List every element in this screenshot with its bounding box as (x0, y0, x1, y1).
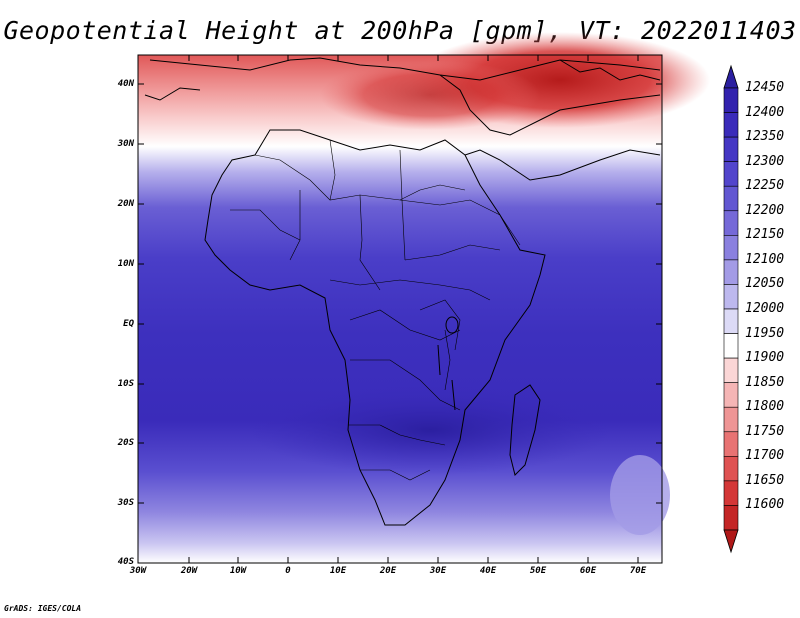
colorbar-label: 11700 (745, 448, 785, 464)
lat-label-40n: 40N (117, 79, 134, 89)
lon-label-20w: 20W (180, 566, 198, 576)
colorbar-label: 11900 (745, 350, 785, 366)
lat-label-eq: EQ (123, 319, 134, 329)
colorbar-segment (723, 357, 739, 383)
light-se-region (610, 455, 670, 535)
lon-ticks (188, 55, 639, 563)
colorbar-segment (723, 136, 739, 162)
colorbar-label: 11600 (745, 497, 785, 513)
colorbar-label: 12450 (745, 80, 785, 95)
colorbar-segment (723, 431, 739, 457)
colorbar-segment (723, 185, 739, 212)
colorbar-label: 11850 (745, 374, 785, 390)
lon-label-20e: 20E (379, 566, 397, 576)
colorbar-segment (723, 382, 739, 408)
colorbar-label: 11800 (745, 399, 785, 415)
high-med-region (320, 60, 540, 130)
lat-label-20n: 20N (117, 199, 134, 209)
colorbar-segment (723, 456, 739, 482)
coastlines (144, 57, 661, 526)
lat-label-30n: 30N (117, 139, 134, 149)
colorbar-label: 12200 (745, 202, 785, 218)
colorbar-label: 11750 (745, 423, 785, 439)
colorbar-segment (723, 333, 739, 359)
colorbar-label: 11650 (745, 472, 785, 488)
map-frame (137, 54, 663, 564)
field-background (138, 55, 662, 563)
colorbar-label: 12350 (745, 129, 785, 145)
lat-ticks (138, 83, 662, 504)
colorbar-label: 12250 (745, 178, 785, 194)
colorbar-segment (723, 235, 739, 261)
colorbar-segment (723, 161, 739, 187)
lon-label-70e: 70E (629, 566, 647, 576)
colorbar-segment (723, 308, 739, 334)
lon-label-30w: 30W (129, 566, 147, 576)
colorbar-segment (723, 112, 739, 138)
lat-label-40s: 40S (117, 557, 134, 567)
lon-label-60e: 60E (579, 566, 597, 576)
country-borders (230, 139, 521, 481)
colorbar-label: 11950 (745, 325, 785, 341)
colorbar-segment (723, 284, 739, 310)
lon-label-10w: 10W (229, 566, 247, 576)
chart-title: Geopotential Height at 200hPa [gpm], VT:… (3, 16, 797, 45)
colorbar-segment (723, 505, 739, 531)
lat-label-10n: 10N (117, 259, 134, 269)
colorbar-label: 12100 (745, 251, 785, 267)
colorbar-segment (723, 259, 739, 285)
colorbar (723, 64, 739, 554)
lon-label-30e: 30E (429, 566, 447, 576)
colorbar-label: 12000 (745, 301, 785, 316)
colorbar-arrow-top (723, 64, 739, 89)
colorbar-label: 12300 (745, 153, 785, 169)
lon-label-40e: 40E (479, 566, 497, 576)
colorbar-arrow-bottom (723, 529, 739, 554)
colorbar-label: 12400 (745, 104, 785, 120)
colorbar-segment (723, 480, 739, 506)
colorbar-segment (723, 87, 739, 113)
core-south-region (250, 385, 610, 475)
lon-label-10e: 10E (329, 566, 347, 576)
lat-label-30s: 30S (117, 498, 134, 508)
lon-label-0: 0 (285, 566, 291, 576)
lon-label-50e: 50E (529, 566, 547, 576)
lat-label-20s: 20S (117, 438, 134, 448)
colorbar-segment (723, 406, 739, 433)
credit-text: GrADS: IGES/COLA (4, 604, 82, 613)
colorbar-label: 12050 (745, 276, 785, 292)
lat-label-10s: 10S (117, 379, 134, 389)
lakes (437, 316, 459, 411)
colorbar-segment (723, 210, 739, 236)
colorbar-label: 12150 (745, 227, 785, 243)
